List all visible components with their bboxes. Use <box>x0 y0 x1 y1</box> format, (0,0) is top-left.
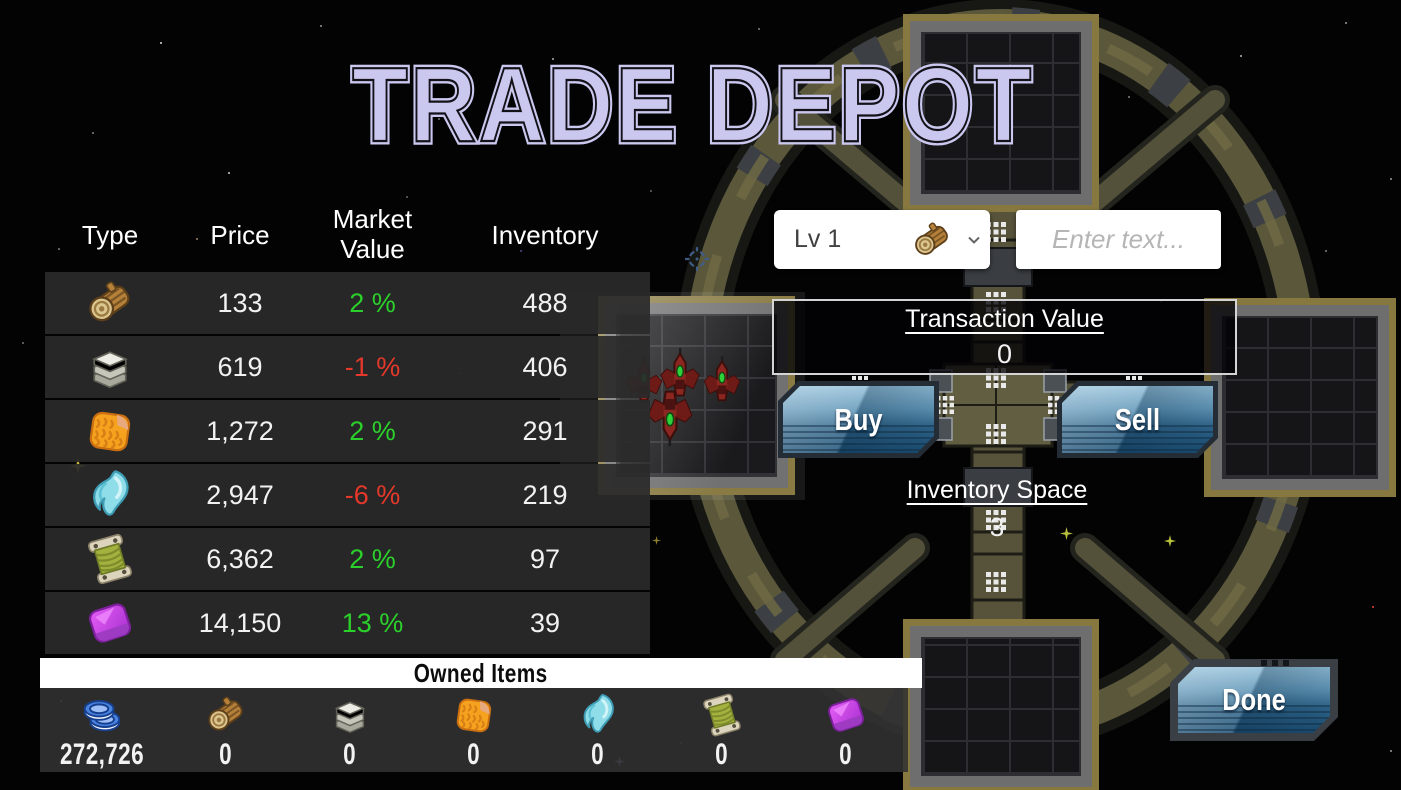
market-value-cell: 2 % <box>349 543 396 574</box>
market-row[interactable]: 6,362 2 % 97 <box>45 528 650 590</box>
inventory-cell: 488 <box>522 287 568 318</box>
wood-log-icon <box>203 692 249 738</box>
price-cell: 14,150 <box>198 607 282 638</box>
owned-items-bar: 272,726 0 0 0 0 0 0 <box>40 688 908 772</box>
owned-count: 0 <box>715 738 729 771</box>
orange-wool-icon <box>83 404 137 458</box>
inventory-space-label: Inventory Space <box>906 476 1088 504</box>
purple-fabric-icon <box>823 692 869 738</box>
market-row[interactable]: 1,272 2 % 291 <box>45 400 650 462</box>
sell-button[interactable]: Sell <box>1057 381 1218 458</box>
inventory-cell: 39 <box>529 607 561 638</box>
market-table: 133 2 % 488 619 -1 % 406 1,272 2 % 291 2… <box>45 272 650 654</box>
wood-log-icon <box>910 218 954 262</box>
green-thread-icon <box>699 692 745 738</box>
market-value-cell: 2 % <box>349 287 396 318</box>
owned-count: 0 <box>591 738 605 771</box>
buy-button[interactable]: Buy <box>778 381 939 458</box>
transaction-value-box: Transaction Value 0 <box>772 299 1237 375</box>
chevron-down-icon <box>968 236 980 244</box>
cyan-fur-icon <box>575 692 621 738</box>
market-value-cell: -6 % <box>344 479 401 510</box>
transaction-value-label: Transaction Value <box>905 305 1104 333</box>
amount-input[interactable] <box>1016 210 1221 269</box>
market-row[interactable]: 14,150 13 % 39 <box>45 592 650 654</box>
solar-panel-top <box>903 14 1099 212</box>
inventory-space-value: 3 <box>989 512 1005 542</box>
star-sparkle <box>652 536 661 545</box>
column-header-type: Type <box>81 219 139 250</box>
column-header-market-value: Market Value <box>332 204 413 264</box>
column-header-inventory: Inventory <box>491 219 599 250</box>
item-level-dropdown[interactable]: Lv 1 <box>774 210 990 269</box>
inventory-cell: 291 <box>522 415 568 446</box>
inventory-space-readout: Inventory Space 3 <box>852 476 1142 543</box>
price-cell: 6,362 <box>206 543 274 574</box>
market-value-cell: 2 % <box>349 415 396 446</box>
owned-entry-coins: 272,726 <box>40 688 164 772</box>
orange-wool-icon <box>451 692 497 738</box>
owned-entry-wood-log: 0 <box>164 688 288 772</box>
market-row[interactable]: 619 -1 % 406 <box>45 336 650 398</box>
inventory-cell: 97 <box>529 543 561 574</box>
cyan-fur-icon <box>83 468 137 522</box>
stone-slabs-icon <box>327 692 373 738</box>
owned-entry-green-thread: 0 <box>660 688 784 772</box>
purple-fabric-icon <box>83 596 137 650</box>
owned-entry-stone-slabs: 0 <box>288 688 412 772</box>
coins-count: 272,726 <box>60 738 144 771</box>
transaction-value: 0 <box>996 339 1013 369</box>
inventory-cell: 219 <box>522 479 568 510</box>
owned-count: 0 <box>219 738 233 771</box>
market-value-cell: 13 % <box>341 607 404 638</box>
inventory-cell: 406 <box>522 351 568 382</box>
owned-items-title: Owned Items <box>414 657 548 688</box>
coins-icon <box>79 692 125 738</box>
stone-slabs-icon <box>83 340 137 394</box>
price-cell: 133 <box>217 287 263 318</box>
page-title: TRADE DEPOT TRADE DEPOT <box>349 46 1034 164</box>
dropdown-selected-label: Lv 1 <box>794 225 842 253</box>
owned-count: 0 <box>467 738 481 771</box>
owned-entry-purple-fabric: 0 <box>784 688 908 772</box>
owned-entry-orange-wool: 0 <box>412 688 536 772</box>
done-button[interactable]: Done <box>1170 659 1338 741</box>
market-row[interactable]: 133 2 % 488 <box>45 272 650 334</box>
green-thread-icon <box>83 532 137 586</box>
owned-items-header-bar: Owned Items <box>40 658 922 688</box>
target-reticle-icon <box>684 246 710 272</box>
solar-panel-bottom <box>903 619 1099 790</box>
market-table-header: Type Price Market Value Inventory <box>45 203 650 267</box>
button-notch-detail <box>1260 660 1291 666</box>
price-cell: 619 <box>217 351 263 382</box>
owned-entry-cyan-fur: 0 <box>536 688 660 772</box>
owned-count: 0 <box>839 738 853 771</box>
owned-count: 0 <box>343 738 357 771</box>
price-cell: 1,272 <box>206 415 274 446</box>
market-row[interactable]: 2,947 -6 % 219 <box>45 464 650 526</box>
wood-log-icon <box>83 276 137 330</box>
price-cell: 2,947 <box>206 479 274 510</box>
solar-panel-right <box>1204 298 1396 497</box>
column-header-price: Price <box>210 219 270 250</box>
market-value-cell: -1 % <box>344 351 401 382</box>
